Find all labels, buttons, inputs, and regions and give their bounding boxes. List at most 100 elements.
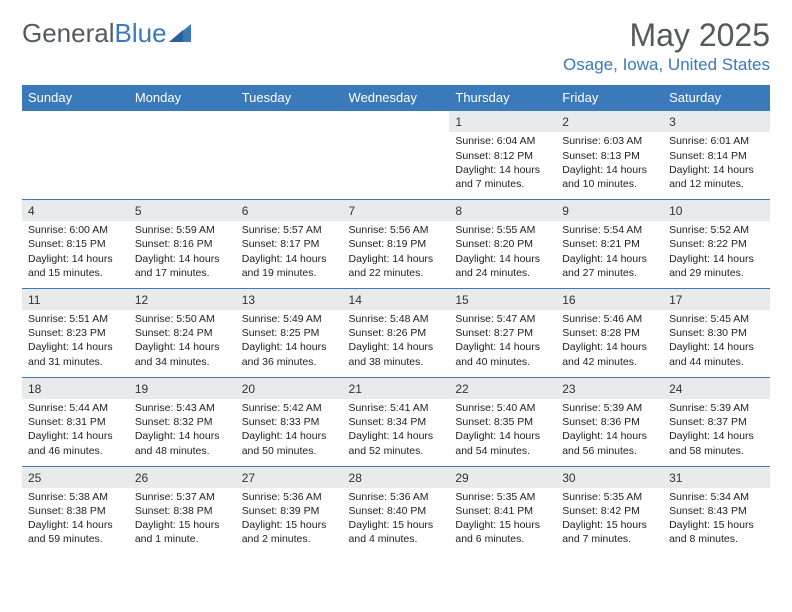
sunrise-line: Sunrise: 5:39 AM [669,401,764,415]
daylight-line: Daylight: 14 hours and 29 minutes. [669,252,764,280]
daylight-line: Daylight: 14 hours and 42 minutes. [562,340,657,368]
logo-triangle-icon [169,24,191,42]
day-number-cell: 25 [22,466,129,488]
sunset-line: Sunset: 8:17 PM [242,237,337,251]
day-number-cell: 1 [449,111,556,133]
sunset-line: Sunset: 8:23 PM [28,326,123,340]
day-number-cell [343,111,450,133]
day-detail-cell: Sunrise: 5:40 AMSunset: 8:35 PMDaylight:… [449,399,556,466]
day-number-cell: 23 [556,377,663,399]
sunrise-line: Sunrise: 5:40 AM [455,401,550,415]
week-detail-row: Sunrise: 5:51 AMSunset: 8:23 PMDaylight:… [22,310,770,377]
week-daynum-row: 123 [22,111,770,133]
sunrise-line: Sunrise: 5:52 AM [669,223,764,237]
day-number-cell: 17 [663,288,770,310]
daylight-line: Daylight: 14 hours and 58 minutes. [669,429,764,457]
daylight-line: Daylight: 14 hours and 40 minutes. [455,340,550,368]
sunset-line: Sunset: 8:36 PM [562,415,657,429]
day-number-cell: 15 [449,288,556,310]
day-number-cell [236,111,343,133]
sunset-line: Sunset: 8:20 PM [455,237,550,251]
sunset-line: Sunset: 8:43 PM [669,504,764,518]
day-detail-cell [236,132,343,199]
daylight-line: Daylight: 14 hours and 59 minutes. [28,518,123,546]
calendar-body: 123Sunrise: 6:04 AMSunset: 8:12 PMDaylig… [22,111,770,555]
day-detail-cell: Sunrise: 6:01 AMSunset: 8:14 PMDaylight:… [663,132,770,199]
day-number-cell: 22 [449,377,556,399]
day-number-cell: 7 [343,200,450,222]
day-detail-cell [343,132,450,199]
sunrise-line: Sunrise: 5:34 AM [669,490,764,504]
sunrise-line: Sunrise: 5:46 AM [562,312,657,326]
day-detail-cell: Sunrise: 5:50 AMSunset: 8:24 PMDaylight:… [129,310,236,377]
week-daynum-row: 45678910 [22,200,770,222]
week-detail-row: Sunrise: 5:38 AMSunset: 8:38 PMDaylight:… [22,488,770,555]
daylight-line: Daylight: 14 hours and 44 minutes. [669,340,764,368]
day-number-cell: 30 [556,466,663,488]
daylight-line: Daylight: 15 hours and 1 minute. [135,518,230,546]
sunrise-line: Sunrise: 5:47 AM [455,312,550,326]
calendar-table: SundayMondayTuesdayWednesdayThursdayFrid… [22,85,770,554]
day-number-cell: 24 [663,377,770,399]
sunrise-line: Sunrise: 5:38 AM [28,490,123,504]
day-detail-cell: Sunrise: 5:59 AMSunset: 8:16 PMDaylight:… [129,221,236,288]
sunset-line: Sunset: 8:16 PM [135,237,230,251]
day-header: Saturday [663,85,770,111]
day-number-cell: 31 [663,466,770,488]
day-detail-cell: Sunrise: 5:43 AMSunset: 8:32 PMDaylight:… [129,399,236,466]
day-detail-cell: Sunrise: 5:44 AMSunset: 8:31 PMDaylight:… [22,399,129,466]
day-number-cell: 26 [129,466,236,488]
sunrise-line: Sunrise: 5:55 AM [455,223,550,237]
daylight-line: Daylight: 14 hours and 19 minutes. [242,252,337,280]
sunrise-line: Sunrise: 5:59 AM [135,223,230,237]
sunset-line: Sunset: 8:14 PM [669,149,764,163]
day-detail-cell: Sunrise: 5:39 AMSunset: 8:36 PMDaylight:… [556,399,663,466]
day-number-cell: 12 [129,288,236,310]
daylight-line: Daylight: 14 hours and 46 minutes. [28,429,123,457]
daylight-line: Daylight: 14 hours and 7 minutes. [455,163,550,191]
day-detail-cell [22,132,129,199]
day-detail-cell: Sunrise: 5:42 AMSunset: 8:33 PMDaylight:… [236,399,343,466]
sunrise-line: Sunrise: 5:41 AM [349,401,444,415]
day-detail-cell: Sunrise: 5:41 AMSunset: 8:34 PMDaylight:… [343,399,450,466]
daylight-line: Daylight: 14 hours and 56 minutes. [562,429,657,457]
sunset-line: Sunset: 8:22 PM [669,237,764,251]
day-number-cell: 19 [129,377,236,399]
sunrise-line: Sunrise: 5:57 AM [242,223,337,237]
sunset-line: Sunset: 8:37 PM [669,415,764,429]
day-detail-cell: Sunrise: 5:54 AMSunset: 8:21 PMDaylight:… [556,221,663,288]
sunset-line: Sunset: 8:32 PM [135,415,230,429]
sunset-line: Sunset: 8:34 PM [349,415,444,429]
day-number-cell: 4 [22,200,129,222]
sunrise-line: Sunrise: 5:39 AM [562,401,657,415]
daylight-line: Daylight: 14 hours and 24 minutes. [455,252,550,280]
day-detail-cell: Sunrise: 5:48 AMSunset: 8:26 PMDaylight:… [343,310,450,377]
sunrise-line: Sunrise: 5:54 AM [562,223,657,237]
sunrise-line: Sunrise: 5:45 AM [669,312,764,326]
day-detail-cell: Sunrise: 5:38 AMSunset: 8:38 PMDaylight:… [22,488,129,555]
day-number-cell: 3 [663,111,770,133]
sunset-line: Sunset: 8:21 PM [562,237,657,251]
sunrise-line: Sunrise: 5:42 AM [242,401,337,415]
day-detail-cell: Sunrise: 6:04 AMSunset: 8:12 PMDaylight:… [449,132,556,199]
daylight-line: Daylight: 14 hours and 17 minutes. [135,252,230,280]
daylight-line: Daylight: 14 hours and 34 minutes. [135,340,230,368]
day-number-cell: 2 [556,111,663,133]
sunrise-line: Sunrise: 5:43 AM [135,401,230,415]
sunset-line: Sunset: 8:31 PM [28,415,123,429]
sunrise-line: Sunrise: 5:48 AM [349,312,444,326]
daylight-line: Daylight: 14 hours and 50 minutes. [242,429,337,457]
day-number-cell: 9 [556,200,663,222]
sunset-line: Sunset: 8:19 PM [349,237,444,251]
day-header: Monday [129,85,236,111]
sunset-line: Sunset: 8:33 PM [242,415,337,429]
logo: GeneralBlue [22,18,191,49]
day-detail-cell: Sunrise: 5:37 AMSunset: 8:38 PMDaylight:… [129,488,236,555]
daylight-line: Daylight: 14 hours and 31 minutes. [28,340,123,368]
day-detail-cell: Sunrise: 5:35 AMSunset: 8:41 PMDaylight:… [449,488,556,555]
title-block: May 2025 Osage, Iowa, United States [563,18,770,75]
daylight-line: Daylight: 15 hours and 6 minutes. [455,518,550,546]
daylight-line: Daylight: 14 hours and 27 minutes. [562,252,657,280]
day-detail-cell: Sunrise: 5:55 AMSunset: 8:20 PMDaylight:… [449,221,556,288]
day-number-cell [22,111,129,133]
